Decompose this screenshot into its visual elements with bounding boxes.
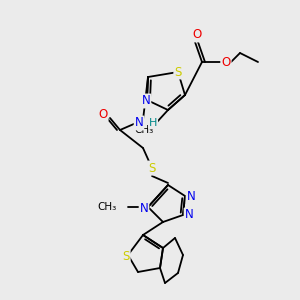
Text: N: N: [142, 94, 150, 107]
Text: S: S: [174, 65, 182, 79]
Text: CH₃: CH₃: [98, 202, 117, 212]
Text: H: H: [149, 118, 157, 128]
Text: N: N: [135, 116, 143, 130]
Text: S: S: [148, 161, 156, 175]
Text: S: S: [122, 250, 130, 263]
Text: N: N: [187, 190, 195, 202]
Text: O: O: [98, 107, 108, 121]
Text: N: N: [184, 208, 194, 221]
Text: O: O: [221, 56, 231, 68]
Text: O: O: [192, 28, 202, 41]
Text: N: N: [140, 202, 148, 214]
Text: CH₃: CH₃: [135, 125, 154, 135]
